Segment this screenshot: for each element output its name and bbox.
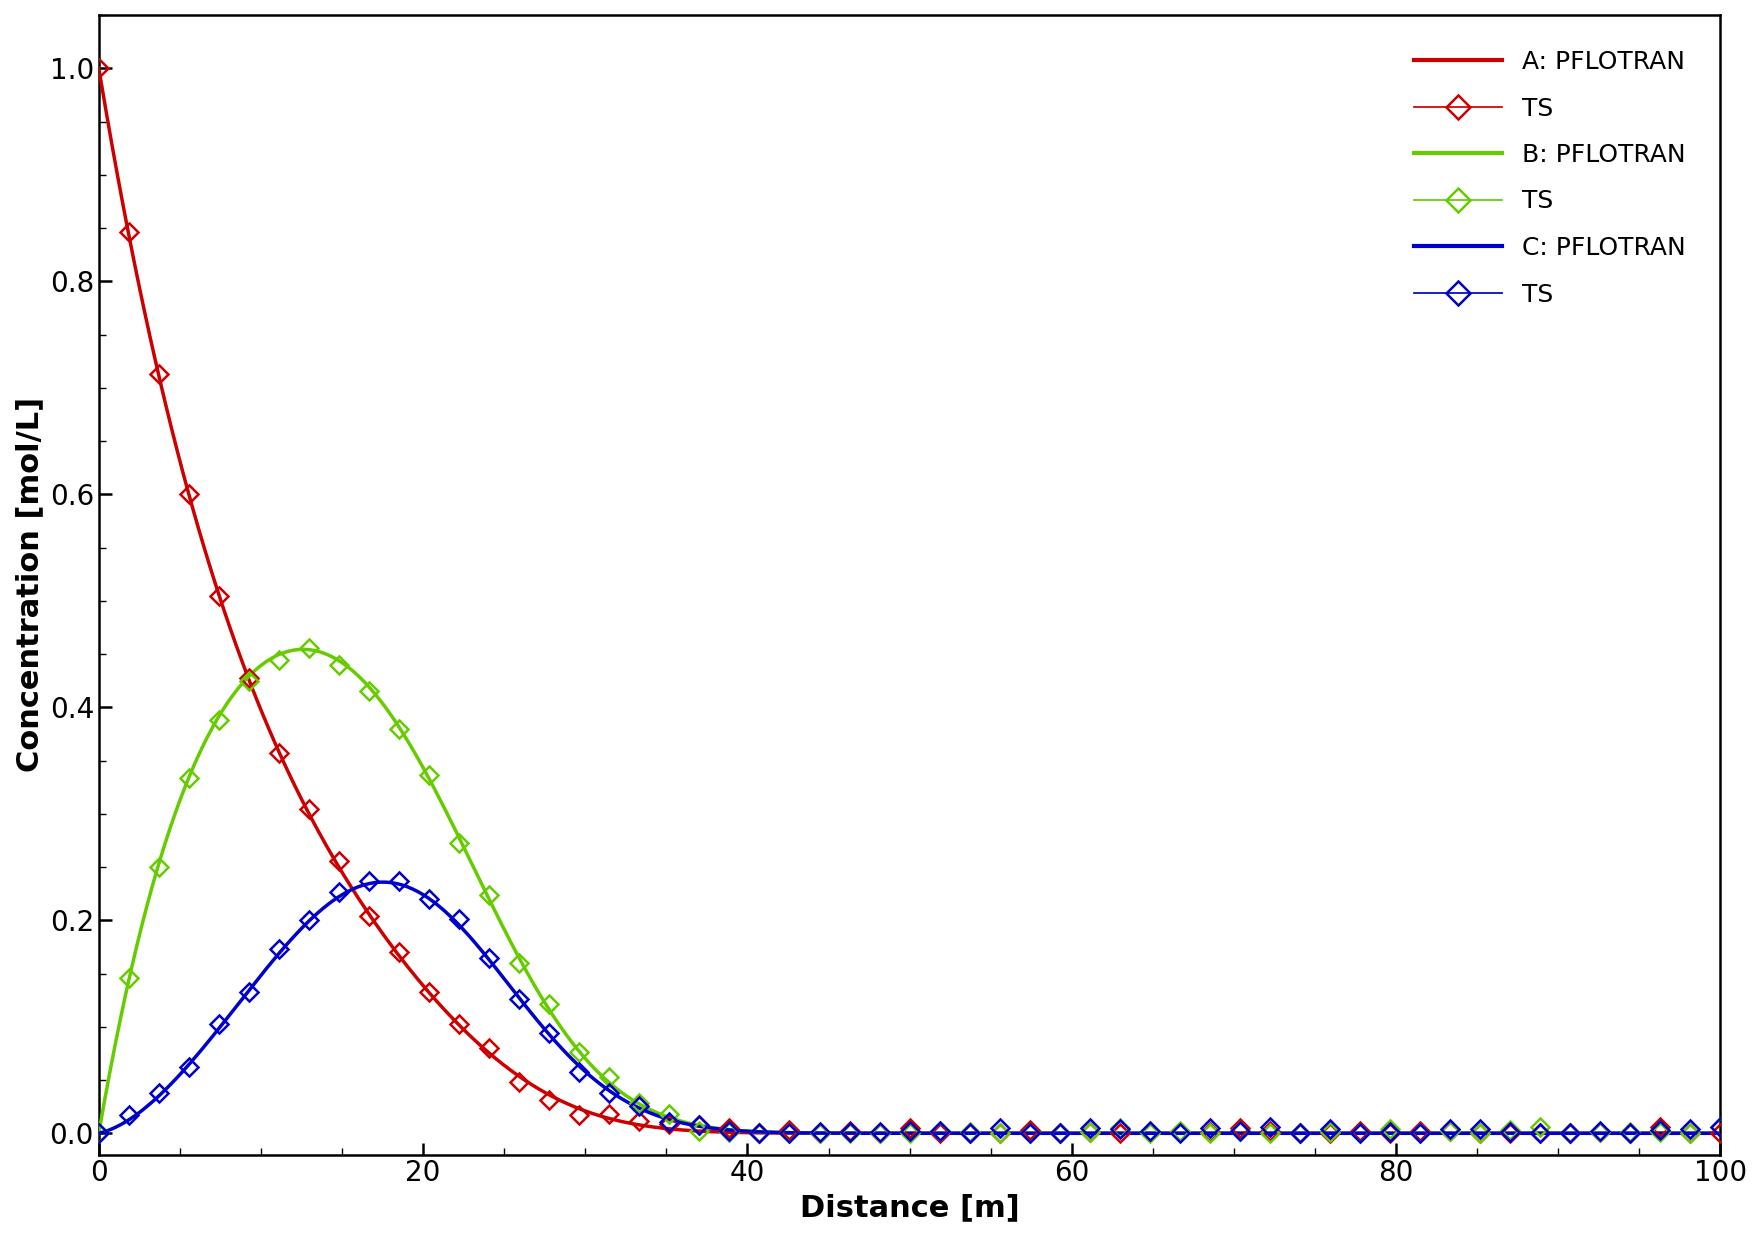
Y-axis label: Concentration [mol/L]: Concentration [mol/L]: [16, 397, 44, 772]
Legend: A: PFLOTRAN, TS, B: PFLOTRAN, TS, C: PFLOTRAN, TS: A: PFLOTRAN, TS, B: PFLOTRAN, TS, C: PFL…: [1404, 40, 1695, 317]
X-axis label: Distance [m]: Distance [m]: [800, 1192, 1020, 1222]
